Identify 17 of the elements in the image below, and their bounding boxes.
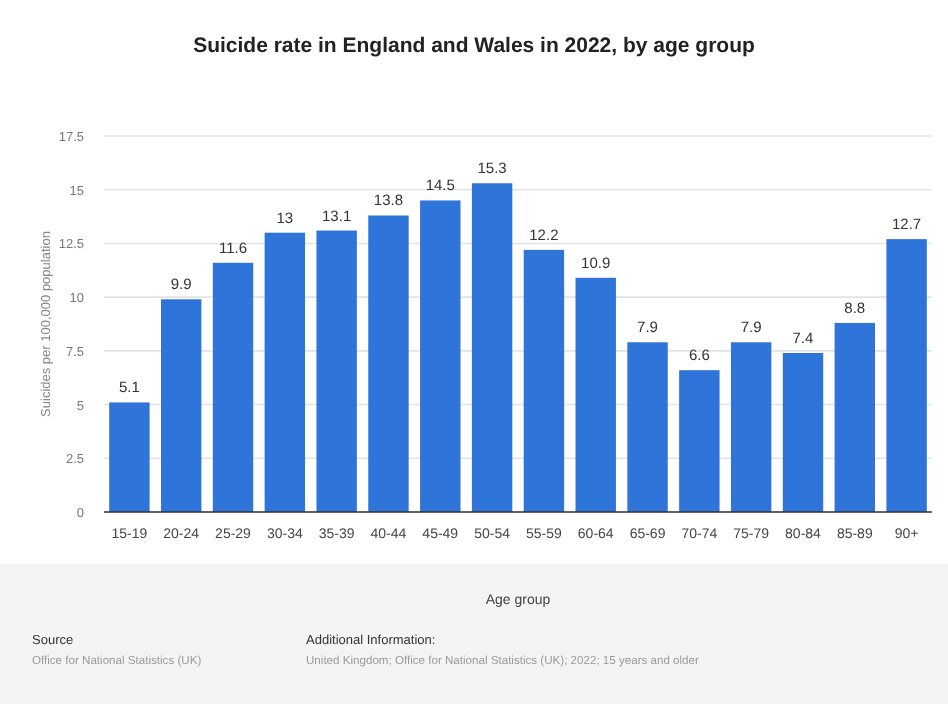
bar (264, 232, 306, 512)
bar (109, 402, 150, 512)
bar (471, 183, 513, 512)
bar (886, 239, 927, 512)
bar (523, 249, 565, 512)
bar (782, 353, 824, 512)
bar (730, 342, 772, 512)
bar (627, 342, 668, 512)
bar (834, 322, 875, 512)
bar (420, 200, 461, 512)
bar (575, 277, 616, 512)
chart-title: Suicide rate in England and Wales in 2022, by age group (193, 34, 755, 58)
bar (161, 299, 202, 512)
bar (316, 230, 357, 512)
bar (679, 370, 720, 512)
bar (212, 262, 254, 512)
bar (368, 215, 409, 512)
